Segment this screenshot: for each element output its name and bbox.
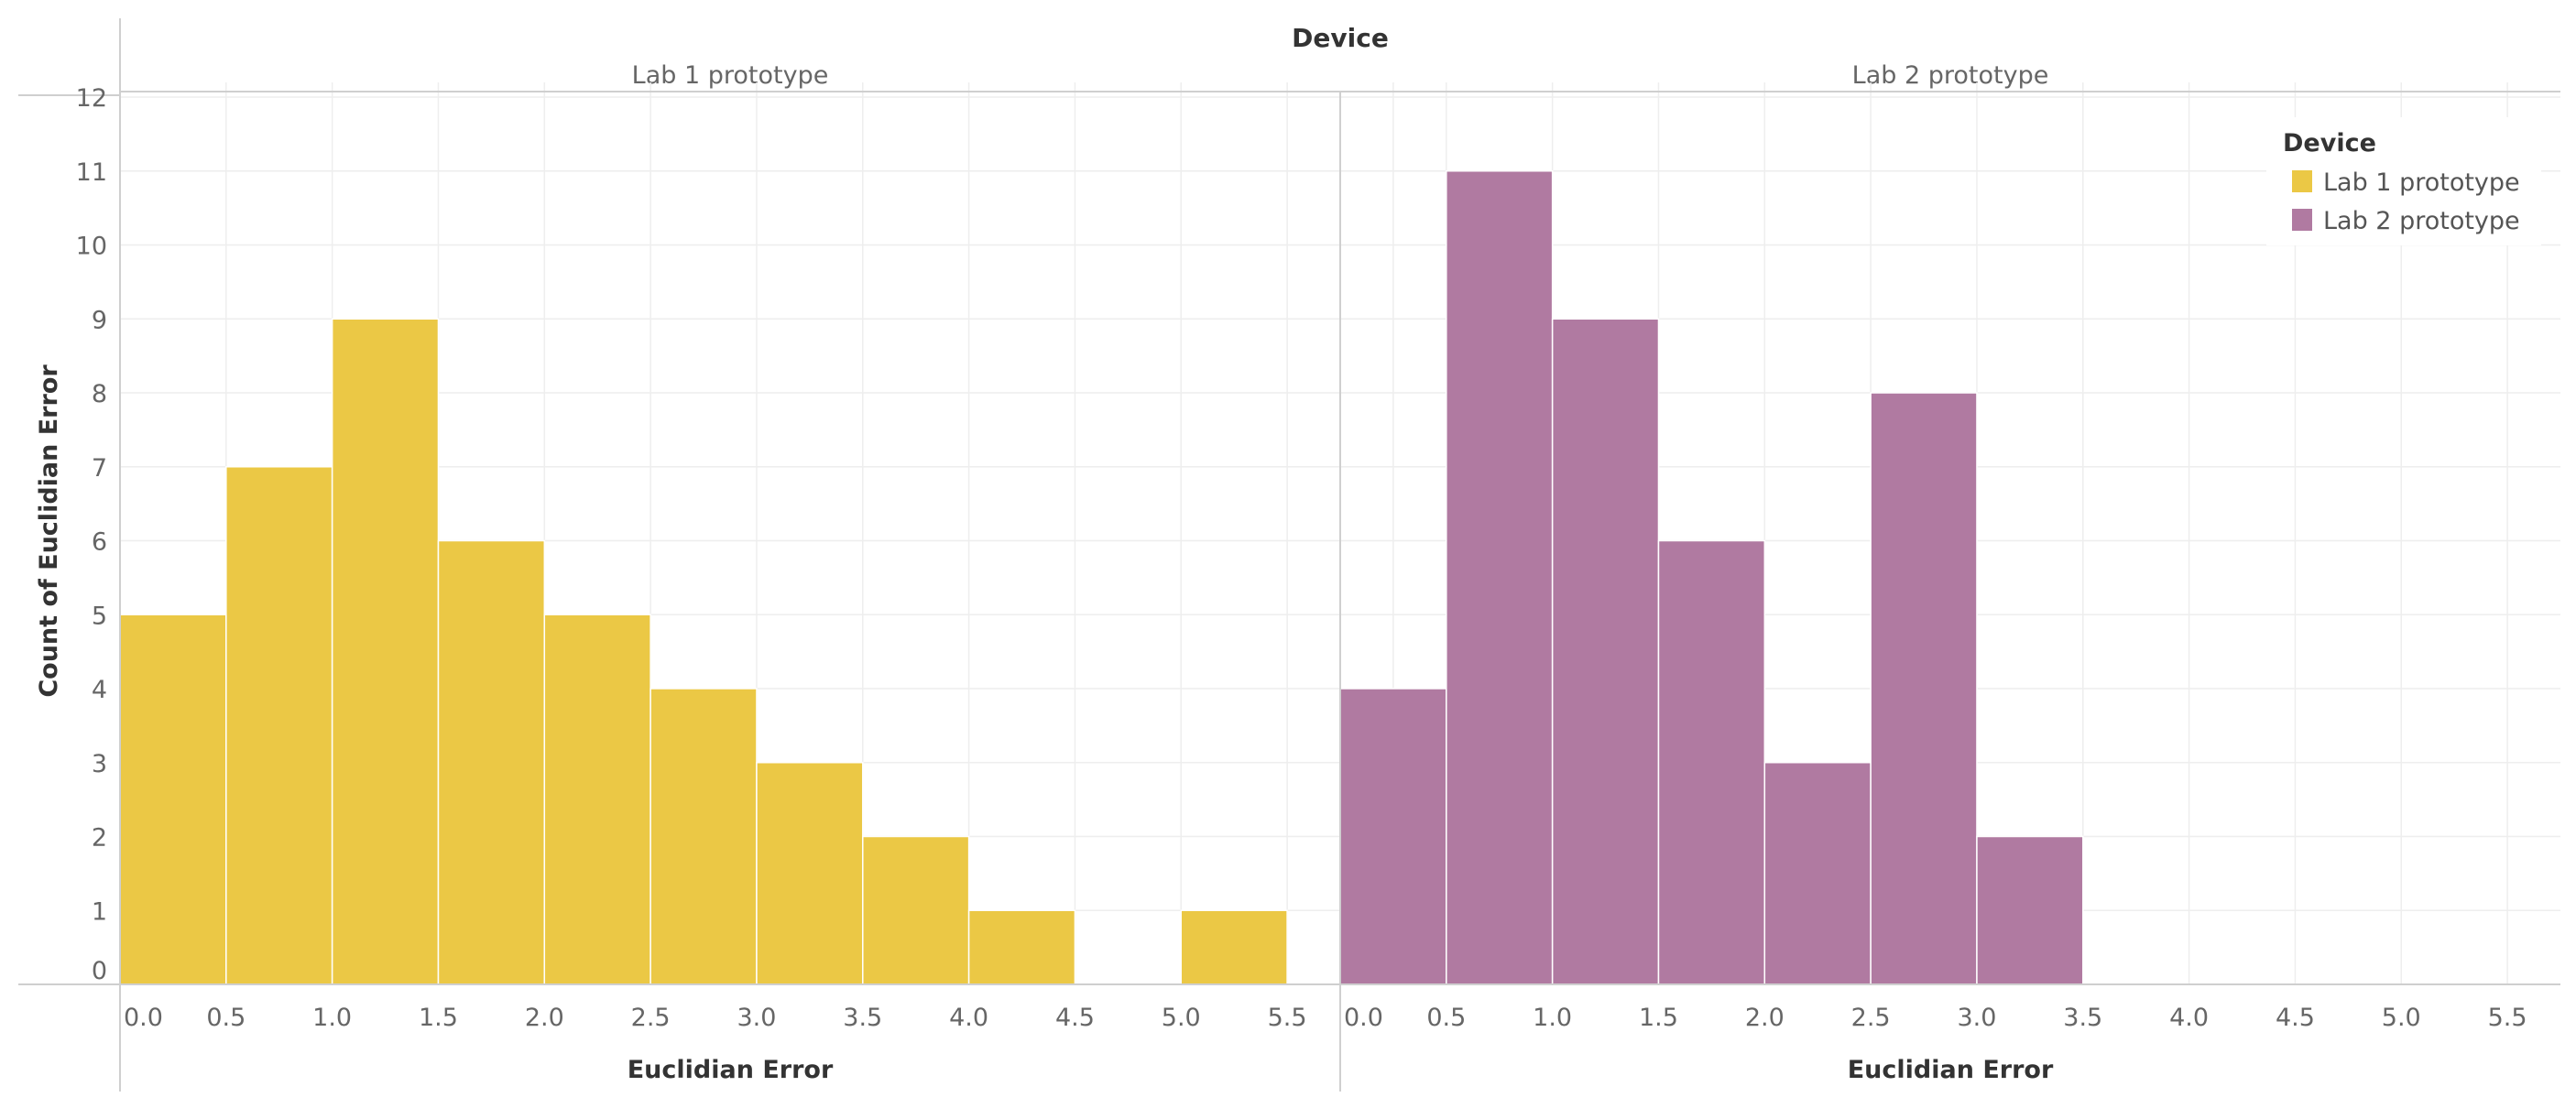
histogram-bar-lab1 [862, 835, 970, 985]
x-tick-label-lab2: 1.5 [1639, 1004, 1678, 1032]
x-tick-label-lab2: 2.0 [1745, 1004, 1785, 1032]
y-axis-title: Count of Euclidian Error [35, 364, 63, 698]
x-tick-label-lab2: 3.0 [1957, 1004, 1996, 1032]
histogram-bar-lab1 [649, 688, 758, 985]
histogram-bar-lab2 [1763, 762, 1872, 985]
histogram-bar-lab1 [543, 614, 651, 985]
x-tick-label-lab1: 1.0 [312, 1004, 352, 1032]
legend-swatch-lab1 [2292, 170, 2312, 192]
y-tick-label: 12 [76, 84, 107, 113]
axis-titles: Count of Euclidian Error Euclidian Error… [35, 364, 2054, 1084]
legend: Device Lab 1 prototype Lab 2 prototype [2266, 117, 2541, 245]
x-tick-label-lab1: 2.0 [525, 1004, 564, 1032]
histogram-bar-lab1 [225, 466, 333, 985]
bars [119, 170, 2084, 985]
y-tick-label: 3 [92, 750, 107, 778]
histogram-bar-lab2 [1976, 835, 2084, 985]
y-tick-label: 0 [92, 957, 107, 985]
x-tick-label-lab1: 0.0 [124, 1004, 163, 1032]
histogram-bar-lab1 [1180, 909, 1288, 985]
histogram-bar-lab1 [331, 318, 440, 985]
histogram-bar-lab2 [1551, 318, 1660, 985]
x-axis-title-lab1: Euclidian Error [628, 1056, 834, 1084]
legend-label-lab2: Lab 2 prototype [2323, 207, 2520, 235]
y-tick-label: 1 [92, 897, 107, 926]
histogram-bar-lab2 [1657, 539, 1766, 985]
x-tick-label-lab2: 5.0 [2382, 1004, 2421, 1032]
histogram-bar-lab2 [1339, 688, 1447, 985]
y-tick-label: 6 [92, 528, 107, 557]
x-tick-label-lab1: 3.5 [843, 1004, 882, 1032]
x-tick-label-lab1: 4.0 [949, 1004, 988, 1032]
x-tick-label-lab2: 3.5 [2063, 1004, 2102, 1032]
y-tick-label: 11 [76, 158, 107, 187]
legend-swatch-lab2 [2292, 209, 2312, 231]
x-tick-label-lab1: 0.5 [206, 1004, 246, 1032]
y-tick-label: 5 [92, 602, 107, 630]
frame [18, 18, 2560, 1092]
legend-label-lab1: Lab 1 prototype [2323, 168, 2520, 197]
x-tick-label-lab2: 4.5 [2276, 1004, 2315, 1032]
histogram-bar-lab1 [437, 539, 546, 985]
y-tick-label: 2 [92, 824, 107, 853]
y-tick-label: 8 [92, 380, 107, 408]
x-tick-label-lab1: 5.0 [1162, 1004, 1201, 1032]
header: Device Lab 1 prototype Lab 2 prototype [632, 23, 2049, 90]
y-tick-label: 10 [76, 233, 107, 261]
x-tick-label-lab2: 0.0 [1344, 1004, 1383, 1032]
histogram-bar-lab1 [967, 909, 1076, 985]
y-tick-label: 7 [92, 454, 107, 483]
column-header-title: Device [1292, 23, 1389, 53]
histogram-bar-lab2 [1870, 392, 1978, 985]
x-tick-label-lab2: 1.0 [1533, 1004, 1572, 1032]
x-tick-label-lab2: 5.5 [2488, 1004, 2527, 1032]
x-tick-label-lab2: 0.5 [1426, 1004, 1466, 1032]
histogram-bar-lab1 [119, 614, 227, 985]
x-tick-label-lab1: 5.5 [1268, 1004, 1307, 1032]
x-tick-label-lab1: 4.5 [1055, 1004, 1095, 1032]
x-axis-title-lab2: Euclidian Error [1848, 1056, 2054, 1084]
histogram-bar-lab1 [756, 762, 864, 985]
panel-title-lab1: Lab 1 prototype [632, 61, 829, 90]
x-tick-label-lab1: 2.5 [631, 1004, 671, 1032]
y-tick-label: 4 [92, 676, 107, 704]
y-tick-label: 9 [92, 306, 107, 334]
legend-title: Device [2283, 129, 2376, 158]
x-tick-label-lab1: 1.5 [419, 1004, 458, 1032]
x-tick-label-lab2: 2.5 [1851, 1004, 1891, 1032]
panel-title-lab2: Lab 2 prototype [1852, 61, 2049, 90]
x-tick-label-lab2: 4.0 [2169, 1004, 2209, 1032]
x-tick-label-lab1: 3.0 [737, 1004, 776, 1032]
histogram-bar-lab2 [1446, 170, 1554, 985]
